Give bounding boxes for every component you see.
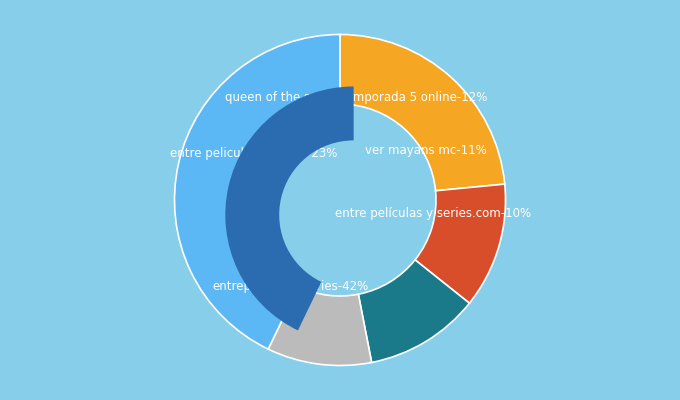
Wedge shape bbox=[225, 86, 354, 330]
Wedge shape bbox=[268, 286, 372, 366]
Text: entre peliculas y series-23%: entre peliculas y series-23% bbox=[170, 147, 338, 160]
Wedge shape bbox=[340, 34, 505, 191]
Text: queen of the south temporada 5 online-12%: queen of the south temporada 5 online-12… bbox=[225, 91, 488, 104]
Text: entre películas y series.com-10%: entre películas y series.com-10% bbox=[335, 207, 531, 220]
Wedge shape bbox=[175, 34, 340, 349]
Wedge shape bbox=[415, 184, 505, 303]
Text: entrepeliculasyseries-42%: entrepeliculasyseries-42% bbox=[212, 280, 369, 292]
Text: ver mayans mc-11%: ver mayans mc-11% bbox=[365, 144, 487, 157]
Wedge shape bbox=[358, 260, 469, 362]
